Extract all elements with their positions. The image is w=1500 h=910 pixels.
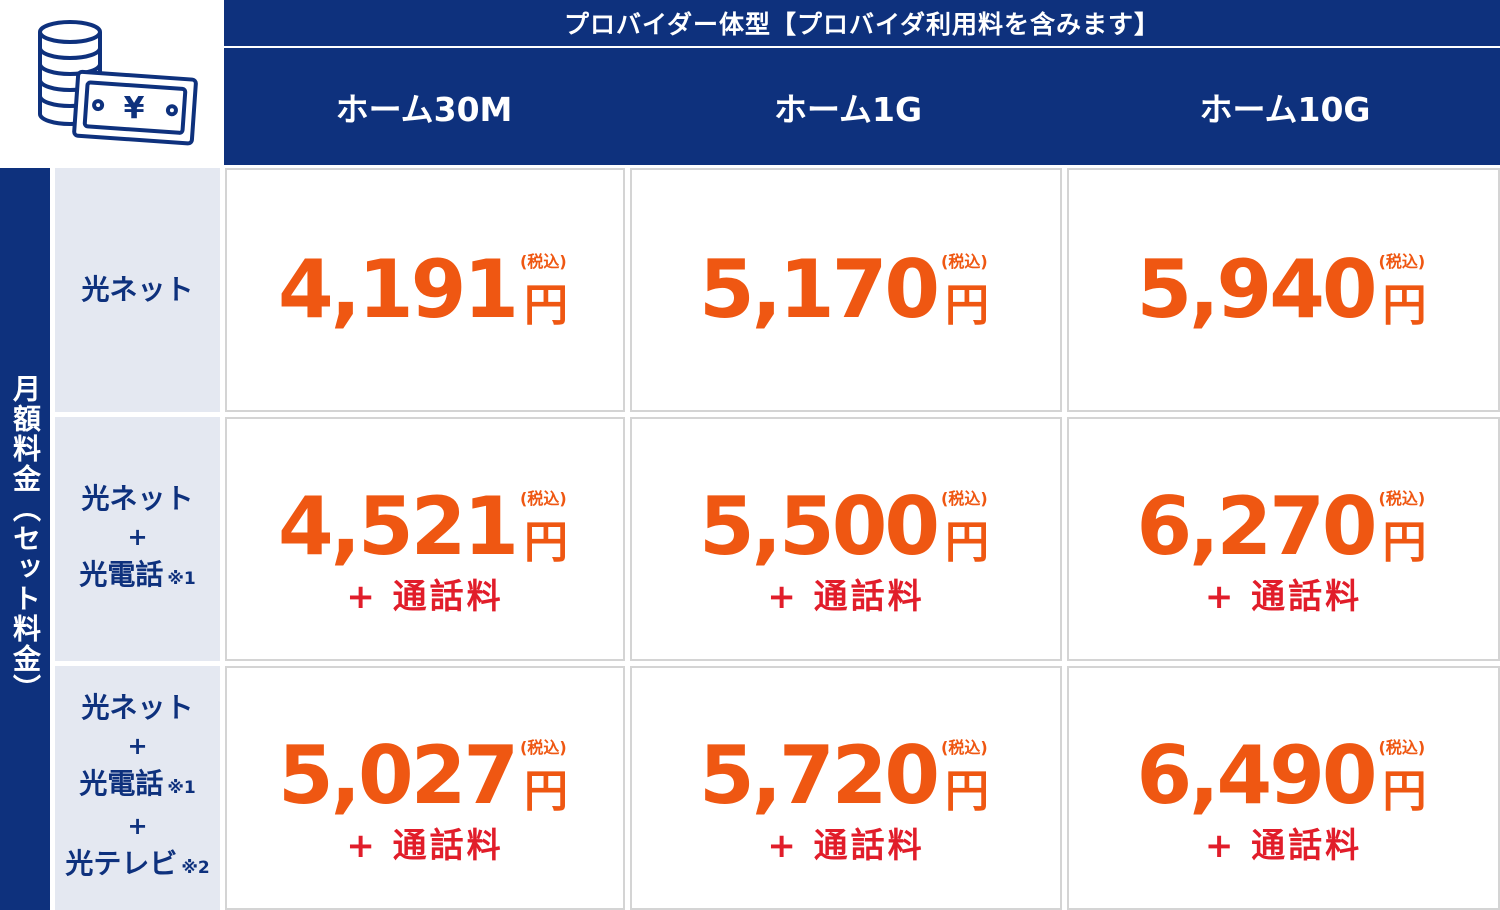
footnote-marker: ※1 <box>167 778 196 798</box>
price-amount: 5,720 <box>698 729 940 822</box>
price-amount: 5,170 <box>698 243 940 336</box>
footnote-marker: ※2 <box>181 858 210 878</box>
row-label-plus: + <box>127 812 148 840</box>
currency-block: (税込) 円 <box>1379 487 1431 568</box>
yen-label: 円 <box>524 280 569 331</box>
price-amount: 4,191 <box>277 243 519 336</box>
currency-block: (税込) 円 <box>520 487 572 568</box>
row-label-net-phone: 光ネット + 光電話 ※1 <box>55 417 220 661</box>
price-cell: 6,490 (税込) 円 + 通話料 <box>1067 666 1500 910</box>
tax-included-label: (税込) <box>941 738 988 757</box>
price-amount: 6,270 <box>1136 480 1377 573</box>
yen-label: 円 <box>1382 517 1427 568</box>
plan-header-row: ホーム30M ホーム1G ホーム10G <box>224 48 1500 165</box>
row-label-line: 光電話 ※1 <box>79 767 196 800</box>
yen-label: 円 <box>1382 766 1427 817</box>
price-cell: 5,940 (税込) 円 <box>1067 168 1500 412</box>
price-amount: 5,027 <box>277 729 519 822</box>
price-amount: 4,521 <box>277 480 519 573</box>
tax-included-label: (税込) <box>1378 489 1426 508</box>
currency-block: (税込) 円 <box>941 487 993 568</box>
price-cell: 5,720 (税込) 円 + 通話料 <box>630 666 1062 910</box>
yen-label: 円 <box>524 517 569 568</box>
currency-block: (税込) 円 <box>941 250 993 331</box>
tax-included-label: (税込) <box>941 252 988 271</box>
tax-included-label: (税込) <box>1378 738 1426 757</box>
plan-home-30m: ホーム30M <box>335 89 513 129</box>
currency-block: (税込) 円 <box>520 250 572 331</box>
call-charge-label: + 通話料 <box>767 826 925 866</box>
price: 4,521 (税込) 円 <box>227 487 623 567</box>
price: 6,490 (税込) 円 <box>1069 736 1498 816</box>
price: 6,270 (税込) 円 <box>1069 487 1498 567</box>
row-label-line: 光ネット <box>81 273 194 306</box>
price: 5,027 (税込) 円 <box>227 736 623 816</box>
tax-included-label: (税込) <box>941 489 988 508</box>
currency-block: (税込) 円 <box>1379 250 1431 331</box>
currency-block: (税込) 円 <box>520 736 572 817</box>
yen-label: 円 <box>1382 280 1427 331</box>
price-cell: 5,170 (税込) 円 <box>630 168 1062 412</box>
row-label-net-phone-tv: 光ネット + 光電話 ※1 + 光テレビ ※2 <box>55 666 220 910</box>
plan-home-1g: ホーム1G <box>773 89 923 129</box>
tax-included-label: (税込) <box>1378 252 1426 271</box>
call-charge-label: + 通話料 <box>767 577 925 617</box>
price-cell: 4,521 (税込) 円 + 通話料 <box>225 417 625 661</box>
plan-home-10g: ホーム10G <box>1199 89 1371 129</box>
row-label-line: 光ネット <box>81 691 194 724</box>
svg-text:¥: ¥ <box>124 91 145 126</box>
row-label-plus: + <box>127 732 148 760</box>
price-cell: 6,270 (税込) 円 + 通話料 <box>1067 417 1500 661</box>
price: 5,500 (税込) 円 <box>632 487 1060 567</box>
call-charge-label: + 通話料 <box>1204 577 1363 617</box>
call-charge-label: + 通話料 <box>346 826 504 866</box>
tax-included-label: (税込) <box>520 489 567 508</box>
currency-block: (税込) 円 <box>941 736 993 817</box>
price: 5,170 (税込) 円 <box>632 250 1060 330</box>
row-label-line: 光テレビ ※2 <box>65 847 210 880</box>
price: 4,191 (税込) 円 <box>227 250 623 330</box>
price-amount: 6,490 <box>1136 729 1377 822</box>
coins-banknote-icon: ¥ <box>30 18 200 150</box>
header-divider <box>224 46 1500 48</box>
price-cell: 5,027 (税込) 円 + 通話料 <box>225 666 625 910</box>
row-label-net: 光ネット <box>55 168 220 412</box>
yen-label: 円 <box>524 766 569 817</box>
price-amount: 5,500 <box>698 480 940 573</box>
price: 5,940 (税込) 円 <box>1069 250 1498 330</box>
price-cell: 4,191 (税込) 円 <box>225 168 625 412</box>
row-label-line: 光ネット <box>81 482 194 515</box>
call-charge-label: + 通話料 <box>1204 826 1363 866</box>
price: 5,720 (税込) 円 <box>632 736 1060 816</box>
call-charge-label: + 通話料 <box>346 577 504 617</box>
yen-label: 円 <box>945 280 990 331</box>
provider-type-title: プロバイダー体型【プロバイダ利用料を含みます】 <box>224 0 1500 46</box>
price-amount: 5,940 <box>1136 243 1377 336</box>
tax-included-label: (税込) <box>520 252 567 271</box>
footnote-marker: ※1 <box>167 569 196 589</box>
yen-label: 円 <box>945 766 990 817</box>
price-cell: 5,500 (税込) 円 + 通話料 <box>630 417 1062 661</box>
monthly-fee-label: 月額料金（セット料金） <box>0 168 50 910</box>
yen-label: 円 <box>945 517 990 568</box>
currency-block: (税込) 円 <box>1379 736 1431 817</box>
row-label-plus: + <box>127 523 148 551</box>
tax-included-label: (税込) <box>520 738 567 757</box>
row-label-line: 光電話 ※1 <box>79 558 196 591</box>
